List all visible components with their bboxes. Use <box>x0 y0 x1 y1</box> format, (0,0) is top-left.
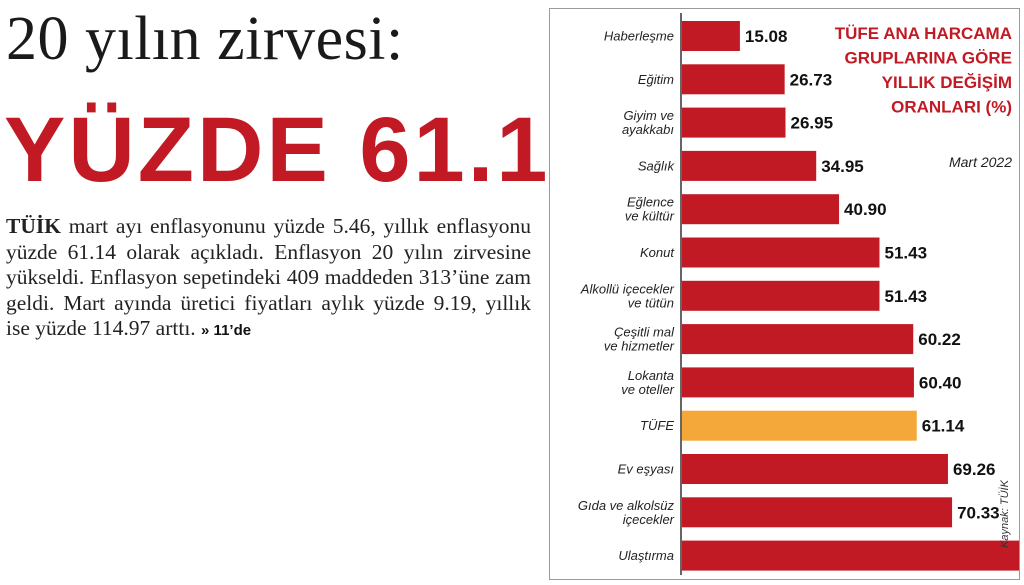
bar <box>682 237 880 268</box>
value-label: 69.26 <box>953 460 996 479</box>
category-label: Eğitim <box>638 72 674 87</box>
category-label: Alkollü içecekler <box>580 281 675 296</box>
article-body: TÜİK mart ayı enflasyonunu yüzde 5.46, y… <box>6 214 531 344</box>
chart-title-line: TÜFE ANA HARCAMA <box>835 24 1012 43</box>
bar <box>682 194 840 225</box>
value-label: 26.95 <box>790 114 833 133</box>
value-label: 70.33 <box>957 503 1000 522</box>
category-label: içecekler <box>623 512 675 527</box>
bar <box>682 150 817 181</box>
category-label: Giyim ve <box>623 108 674 123</box>
value-label: 34.95 <box>821 157 864 176</box>
value-label: 61.14 <box>922 417 965 436</box>
chart-title-line: YILLIK DEĞİŞİM <box>882 73 1012 92</box>
category-label: ve oteller <box>621 382 674 397</box>
value-label: 26.73 <box>790 70 833 89</box>
value-label: 51.43 <box>884 287 927 306</box>
bar <box>682 324 914 355</box>
value-label: 15.08 <box>745 27 788 46</box>
category-label: Sağlık <box>638 158 676 173</box>
bar <box>682 107 786 138</box>
chart-title-line: GRUPLARINA GÖRE <box>845 49 1013 68</box>
page-reference-link[interactable]: » 11’de <box>201 322 252 340</box>
headline: 20 yılın zirvesi: <box>6 5 404 73</box>
category-label: TÜFE <box>640 418 674 433</box>
chart-panel: Haberleşme 15.08 Eğitim 26.73 Giyim ve ayakka… <box>549 8 1024 580</box>
category-label: Haberleşme <box>604 29 674 44</box>
article-text: mart ayı enflasyonunu yüzde 5.46, yıllık… <box>6 214 531 341</box>
category-label: ayakkabı <box>622 122 674 137</box>
value-label: 40.90 <box>844 200 887 219</box>
category-label: Ev eşyası <box>618 462 675 477</box>
value-label: 51.43 <box>884 244 927 263</box>
value-label: 60.22 <box>918 330 961 349</box>
bar-chart: Haberleşme 15.08 Eğitim 26.73 Giyim veayakka… <box>578 13 1024 575</box>
bar <box>682 367 914 398</box>
category-label: ve kültür <box>625 209 675 224</box>
bar <box>682 64 785 95</box>
category-label: Gıda ve alkolsüz <box>578 498 675 513</box>
category-label: Konut <box>640 245 675 260</box>
category-label: Ulaştırma <box>618 548 674 563</box>
chart-subtitle: Mart 2022 <box>949 154 1012 170</box>
bar <box>682 280 880 311</box>
bar <box>682 540 1024 571</box>
chart-source: Kaynak: TÜİK <box>999 479 1011 548</box>
category-label: Çeşitli mal <box>614 325 675 340</box>
category-label: Eğlence <box>627 195 674 210</box>
chart-title-line: ORANLARI (%) <box>891 98 1012 117</box>
category-label: ve hizmetler <box>604 339 675 354</box>
category-label: ve tütün <box>628 295 674 310</box>
bar <box>682 21 740 51</box>
category-label: Lokanta <box>628 368 674 383</box>
article-lead: TÜİK <box>6 214 61 238</box>
bar <box>682 410 917 441</box>
headline-big-number: YÜZDE 61.1 <box>4 99 551 201</box>
bar <box>682 454 948 484</box>
value-label: 60.40 <box>919 373 962 392</box>
bar <box>682 497 953 528</box>
